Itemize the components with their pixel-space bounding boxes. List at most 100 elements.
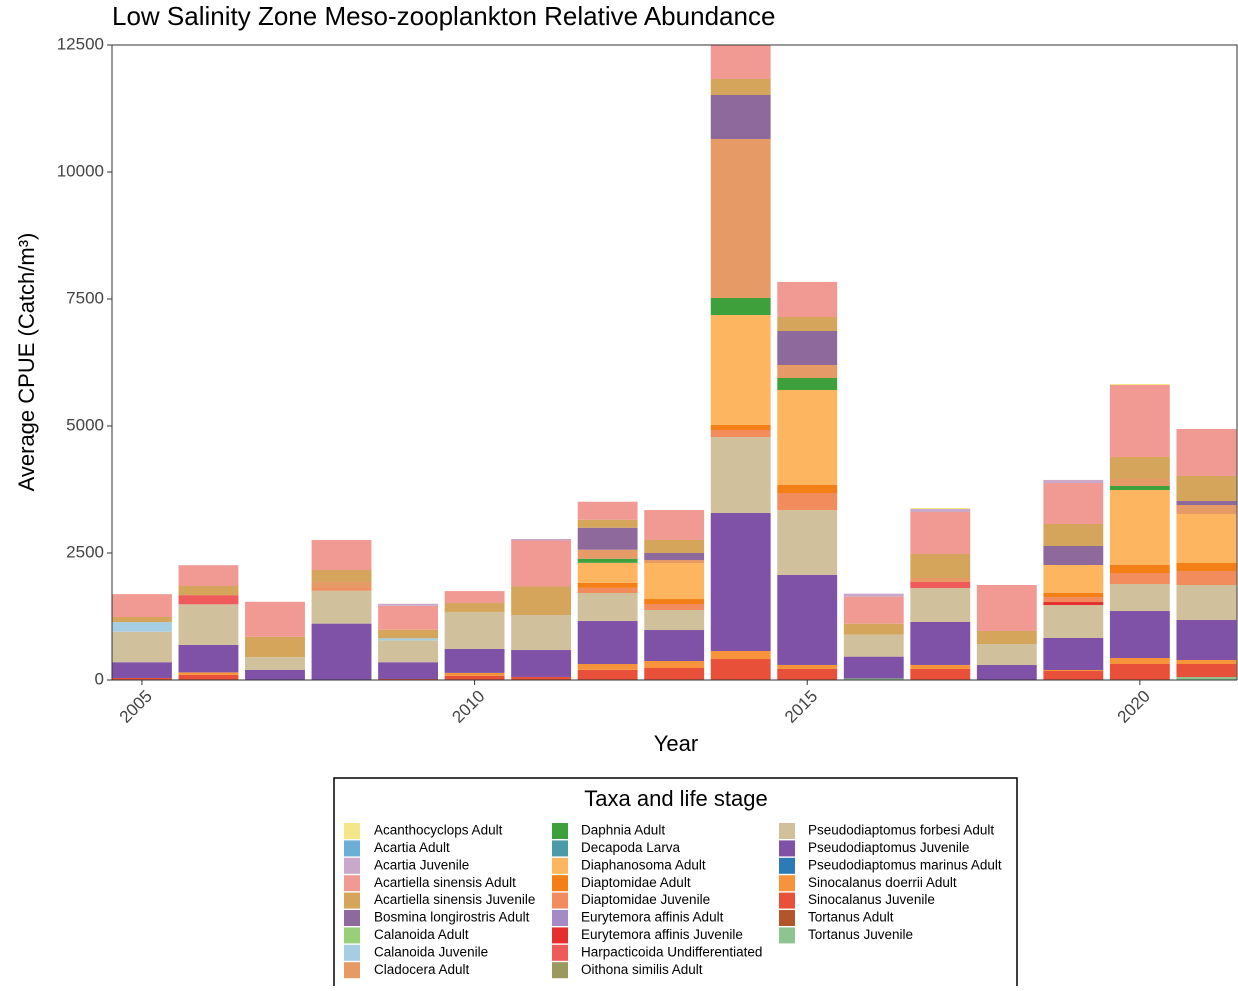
bar-segment (777, 331, 838, 365)
bar-segment (178, 565, 239, 587)
bar-segment (843, 678, 904, 680)
bar-segment (245, 636, 305, 658)
bar-segment (777, 668, 838, 680)
bar-segment (1043, 592, 1104, 597)
legend-label: Tortanus Adult (808, 910, 894, 925)
bar-segment (843, 596, 904, 624)
legend-key (552, 927, 568, 944)
bar-segment (910, 577, 971, 583)
bar-segment (777, 281, 838, 317)
bar-segment (1109, 456, 1170, 479)
bar-segment (710, 78, 771, 95)
legend-key (344, 962, 360, 979)
bar-segment (644, 599, 705, 605)
bar-segment (511, 538, 572, 541)
legend-key (552, 823, 568, 839)
legend-label: Bosmina longirostris Adult (374, 910, 530, 925)
legend-label: Calanoida Adult (374, 927, 469, 942)
y-tick-label: 0 (95, 669, 104, 688)
bar-segment (178, 604, 239, 645)
bar-segment (112, 662, 172, 678)
plot-border (111, 44, 1238, 680)
bar-segment (444, 649, 505, 673)
legend-label: Pseudodiaptomus forbesi Adult (808, 823, 994, 838)
bar-segment (112, 631, 172, 663)
bar-segment (710, 513, 771, 651)
bar-segment (843, 623, 904, 635)
bar-segment (178, 672, 239, 675)
bar-segment (843, 634, 904, 657)
bar-segment (112, 617, 172, 623)
legend-label: Decapoda Larva (581, 840, 681, 855)
legend-label: Diaptomidae Juvenile (581, 892, 710, 907)
bar-segment (577, 501, 638, 520)
legend-label: Eurytemora affinis Adult (581, 910, 724, 925)
legend-key (779, 823, 795, 839)
bar-segment (644, 553, 705, 561)
bar-segment (710, 94, 771, 139)
legend-key (552, 875, 568, 892)
bar-segment (710, 424, 771, 431)
bar-segment (710, 45, 771, 79)
bar-segment (178, 674, 239, 680)
y-tick-label: 12500 (57, 34, 104, 53)
legend-label: Harpacticoida Undifferentiated (581, 944, 762, 959)
bar-segment (1043, 671, 1104, 680)
bar-segment (1043, 523, 1104, 546)
bar-segment (910, 582, 971, 589)
legend-key (552, 910, 568, 926)
bar-segment (644, 630, 705, 662)
legend-label: Acartiella sinensis Adult (374, 875, 516, 890)
bar-segment (1109, 564, 1170, 574)
bar-segment (777, 510, 838, 575)
bar-segment (1176, 428, 1237, 476)
y-tick-label: 10000 (57, 161, 104, 180)
bar-segment (710, 659, 771, 680)
bar-segment (910, 507, 971, 510)
legend-key (779, 840, 795, 857)
legend-label: Acartia Adult (374, 840, 450, 855)
bar-segment (777, 484, 838, 494)
bar-segment (1109, 611, 1170, 659)
bar-segment (1109, 583, 1170, 612)
bar-segment (378, 678, 438, 680)
bar-segment (577, 582, 638, 588)
bar-segment (910, 509, 971, 513)
bar-segment (976, 665, 1037, 680)
bar-segment (1176, 677, 1237, 680)
bar-segment (112, 622, 172, 632)
legend-label: Acartia Juvenile (374, 857, 469, 872)
bar-segment (112, 594, 172, 618)
bar-segment (1109, 385, 1170, 457)
bar-segment (1176, 659, 1237, 664)
bar-segment (644, 510, 705, 540)
bar-segment (577, 519, 638, 528)
bar-segment (1176, 585, 1237, 621)
bar-segment (1109, 573, 1170, 584)
legend-key (344, 840, 360, 857)
bar-segment (910, 664, 971, 669)
bar-segment (311, 588, 372, 591)
bar-segment (910, 554, 971, 578)
bar-segment (378, 640, 438, 663)
legend-label: Diaphanosoma Adult (581, 857, 706, 872)
bar-segment (1176, 620, 1237, 660)
bar-segment (644, 539, 705, 553)
legend-label: Pseudodiaptomus Juvenile (808, 840, 969, 855)
bar-segment (511, 676, 572, 680)
bar-segment (444, 675, 505, 680)
legend-key (779, 892, 795, 909)
legend-key (344, 892, 360, 909)
bar-segment (378, 662, 438, 679)
bar-segment (777, 574, 838, 665)
bar-segment (644, 563, 705, 600)
legend-label: Acartiella sinensis Juvenile (374, 892, 535, 907)
bar-segment (710, 297, 771, 316)
bar-segment (577, 549, 638, 559)
bar-segment (378, 605, 438, 630)
bar-segment (577, 663, 638, 670)
bar-segment (1176, 563, 1237, 571)
bar-segment (577, 592, 638, 622)
bar-segment (1109, 658, 1170, 664)
bar-segment (1109, 383, 1170, 386)
